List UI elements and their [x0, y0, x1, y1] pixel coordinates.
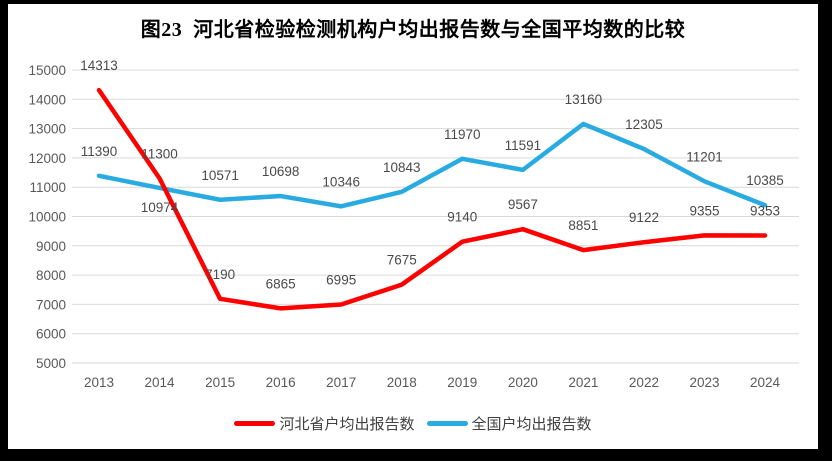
- y-axis-tick-label: 7000: [36, 297, 66, 312]
- legend-line-red-icon: [234, 420, 276, 426]
- legend-line-blue-icon: [426, 420, 468, 426]
- x-axis-tick-label: 2021: [568, 375, 598, 390]
- x-axis-tick-label: 2024: [750, 375, 781, 390]
- y-axis-tick-label: 11000: [29, 180, 66, 195]
- x-axis-tick-label: 2018: [387, 375, 417, 390]
- data-point-label: 10385: [746, 173, 784, 188]
- series-line: [96, 121, 768, 209]
- data-point-label: 11201: [686, 149, 723, 164]
- x-axis-tick-label: 2013: [84, 375, 114, 390]
- x-axis-tick-label: 2022: [629, 375, 659, 390]
- x-axis-tick-label: 2017: [326, 375, 356, 390]
- data-point-label: 13160: [565, 92, 603, 107]
- series-line: [96, 87, 768, 311]
- data-point-label: 9355: [689, 203, 719, 218]
- data-point-label: 10974: [141, 200, 179, 215]
- y-axis-tick-label: 14000: [28, 92, 66, 107]
- data-point-label: 11591: [505, 138, 542, 153]
- y-axis-tick-label: 5000: [36, 356, 66, 371]
- data-point-label: 11390: [81, 144, 118, 159]
- y-axis-tick-label: 12000: [28, 151, 66, 166]
- y-axis-tick-label: 6000: [36, 327, 66, 342]
- y-axis-tick-label: 9000: [36, 239, 66, 254]
- x-axis-tick-label: 2019: [447, 375, 477, 390]
- x-axis-tick-label: 2020: [508, 375, 538, 390]
- y-axis-tick-label: 8000: [36, 268, 66, 283]
- legend-item-national: 全国户均出报告数: [426, 413, 592, 434]
- data-point-label: 6995: [326, 273, 356, 288]
- data-point-label: 11970: [444, 127, 481, 142]
- data-point-label: 10571: [201, 168, 239, 183]
- data-point-label: 9353: [750, 203, 780, 218]
- data-point-label: 10843: [383, 160, 421, 175]
- data-point-label: 11300: [141, 146, 178, 161]
- legend-label-national: 全国户均出报告数: [471, 415, 592, 433]
- x-axis-tick-label: 2016: [266, 375, 296, 390]
- chart-legend: 河北省户均出报告数 全国户均出报告数: [8, 412, 818, 434]
- chart-canvas: 5000 6000 7000 8000 9000 10000 11000 12000 13000…: [28, 58, 799, 390]
- chart-page: 图23 河北省检验检测机构户均出报告数与全国平均数的比较 5000 6000 700…: [8, 4, 818, 449]
- y-axis-tick-label: 10000: [28, 210, 66, 225]
- data-point-label: 9122: [629, 210, 659, 225]
- data-point-label: 10346: [322, 174, 360, 189]
- data-point-label: 12305: [625, 117, 663, 132]
- chart-title: 图23 河北省检验检测机构户均出报告数与全国平均数的比较: [140, 19, 686, 41]
- x-axis-tick-label: 2015: [205, 375, 235, 390]
- legend-label-hebei: 河北省户均出报告数: [279, 415, 415, 433]
- data-point-label: 9140: [447, 210, 477, 225]
- data-point-label: 14313: [80, 58, 118, 73]
- data-point-label: 7190: [205, 267, 235, 282]
- data-point-label: 6865: [266, 276, 296, 291]
- data-point-label: 8851: [568, 218, 598, 233]
- x-axis-tick-label: 2023: [689, 375, 719, 390]
- data-point-label: 10698: [262, 164, 300, 179]
- y-axis-tick-label: 15000: [28, 63, 66, 78]
- x-axis-tick-label: 2014: [145, 375, 176, 390]
- data-point-label: 7675: [387, 253, 417, 268]
- legend-item-hebei: 河北省户均出报告数: [234, 413, 415, 434]
- y-axis-tick-label: 13000: [28, 122, 66, 137]
- data-point-label: 9567: [508, 197, 538, 212]
